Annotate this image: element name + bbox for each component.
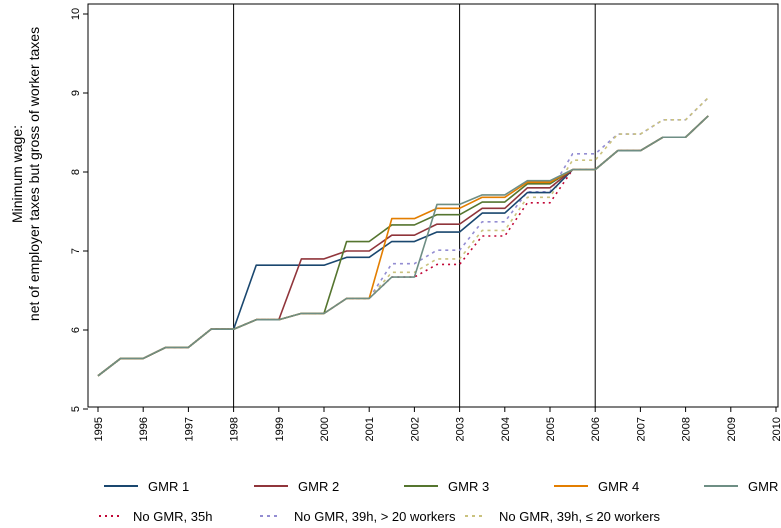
- x-tick-label: 2010: [771, 417, 781, 441]
- series-line-5: [97, 115, 709, 377]
- x-tick-label: 2003: [455, 417, 467, 441]
- y-axis-title-line1: Minimum wage:: [9, 125, 25, 223]
- y-tick-label: 7: [70, 248, 82, 254]
- x-tick-label: 2000: [319, 417, 331, 441]
- x-tick-label: 1997: [183, 417, 195, 441]
- legend-label-2: GMR 2: [298, 479, 339, 494]
- series-line-7: [97, 97, 709, 377]
- series-line-6: [97, 115, 709, 377]
- plot-frame: [87, 3, 779, 408]
- x-tick-label: 2004: [500, 417, 512, 441]
- series-line-1: [97, 115, 709, 377]
- series-line-8: [97, 97, 709, 377]
- y-tick-label: 8: [70, 169, 82, 175]
- legend-label-7: No GMR, 39h, > 20 workers: [294, 509, 456, 524]
- x-tick-label: 2006: [590, 417, 602, 441]
- legend-label-6: No GMR, 35h: [133, 509, 212, 524]
- y-tick-label: 9: [70, 90, 82, 96]
- legend-label-4: GMR 4: [598, 479, 639, 494]
- series-line-4: [97, 115, 709, 377]
- legend: GMR 1 GMR 2 GMR 3 GMR 4 GMR 5 No GMR, 35h No G…: [99, 479, 781, 524]
- y-tick-label: 5: [70, 406, 82, 412]
- x-tick-label: 2001: [364, 417, 376, 441]
- series-line-3: [97, 115, 709, 377]
- legend-label-3: GMR 3: [448, 479, 489, 494]
- x-tick-label: 1999: [274, 417, 286, 441]
- y-tick-label: 10: [70, 8, 82, 20]
- x-tick-label: 1995: [93, 417, 105, 441]
- legend-label-5: GMR 5: [748, 479, 781, 494]
- x-tick-label: 2009: [726, 417, 738, 441]
- legend-label-1: GMR 1: [148, 479, 189, 494]
- x-tick-label: 2005: [545, 417, 557, 441]
- x-tick-label: 2007: [635, 417, 647, 441]
- y-tick-label: 6: [70, 327, 82, 333]
- legend-label-8: No GMR, 39h, ≤ 20 workers: [499, 509, 661, 524]
- x-tick-label: 2002: [409, 417, 421, 441]
- x-tick-label: 2008: [681, 417, 693, 441]
- plot-area: 5 6 7 8 9 10 1995 1996 1997 1998 1999 2000 2001 2002 2…: [70, 3, 781, 441]
- x-tick-label: 1998: [229, 417, 241, 441]
- y-axis-title-line2: net of employer taxes but gross of worke…: [26, 27, 42, 321]
- series-line-2: [97, 115, 709, 377]
- x-tick-label: 1996: [138, 417, 150, 441]
